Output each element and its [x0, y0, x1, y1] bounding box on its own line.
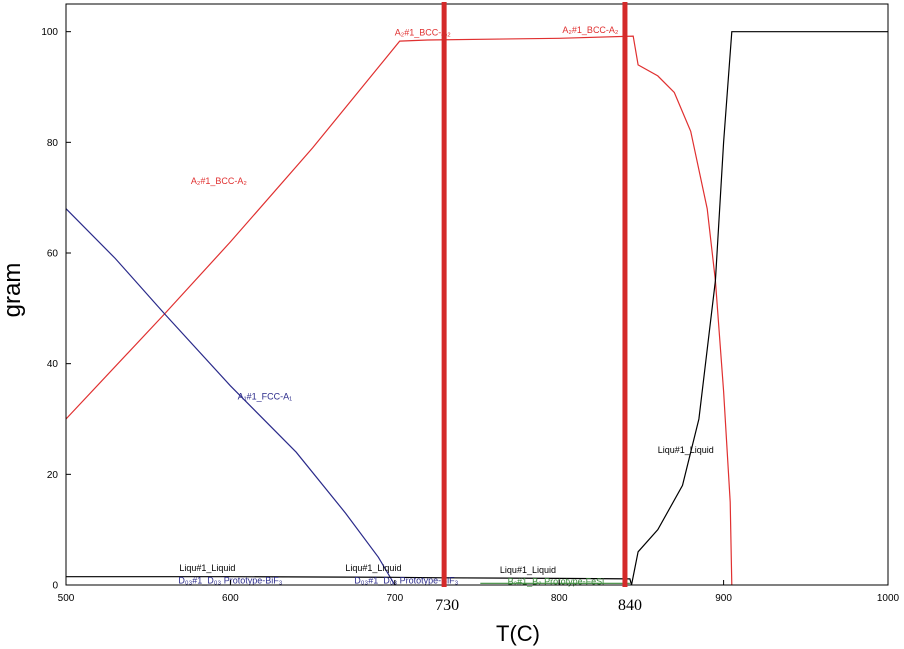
- x-tick-label: 800: [551, 593, 568, 604]
- plot-content: A₂#1_BCC-A₂ A₂#1_BCC-A₂ A₂#1_BCC-A₂ A₁#1_FC…: [65, 25, 888, 586]
- y-tick-label: 40: [47, 359, 59, 370]
- temperature-marker-label: 730: [435, 597, 459, 614]
- curve-annotation: Liqu#1_Liquid: [500, 565, 556, 575]
- x-tick-label: 600: [222, 593, 239, 604]
- curve-annotation: D₀₃#1_D₀₃ Prototype-BiF₃: [354, 575, 458, 585]
- temperature-markers: 730 840: [435, 2, 642, 614]
- plot-frame: [65, 3, 889, 586]
- x-axis-title: T(C): [496, 621, 540, 646]
- y-axis-title: gram: [0, 263, 26, 318]
- y-tick-label: 0: [52, 581, 58, 592]
- y-tick-label: 60: [47, 249, 59, 260]
- y-tick-label: 20: [47, 470, 59, 481]
- x-tick-label: 1000: [877, 593, 900, 604]
- curve-annotation: A₂#1_BCC-A₂: [191, 176, 248, 186]
- curve-annotation: Liqu#1_Liquid: [179, 563, 235, 573]
- series-line-2: [65, 208, 396, 586]
- curve-annotation: Liqu#1_Liquid: [345, 563, 401, 573]
- x-tick-label: 900: [715, 593, 732, 604]
- series-line-1: [65, 35, 733, 586]
- curve-annotation: A₂#1_BCC-A₂: [562, 25, 619, 35]
- curve-annotation: A₁#1_FCC-A₁: [238, 392, 293, 402]
- ticks: 500 600 700 800 900 1000 0 20 40 60 80 100: [41, 27, 899, 604]
- y-tick-label: 80: [47, 138, 59, 149]
- temperature-marker-label: 840: [618, 597, 642, 614]
- curve-annotation: B₂#1_B₂ Prototype-FeSi: [508, 576, 605, 586]
- curve-annotation: Liqu#1_Liquid: [658, 445, 714, 455]
- curve-annotation: A₂#1_BCC-A₂: [395, 28, 452, 38]
- series-line-3: [66, 31, 888, 586]
- x-tick-label: 500: [58, 593, 75, 604]
- y-tick-label: 100: [41, 27, 58, 38]
- x-tick-label: 700: [386, 593, 403, 604]
